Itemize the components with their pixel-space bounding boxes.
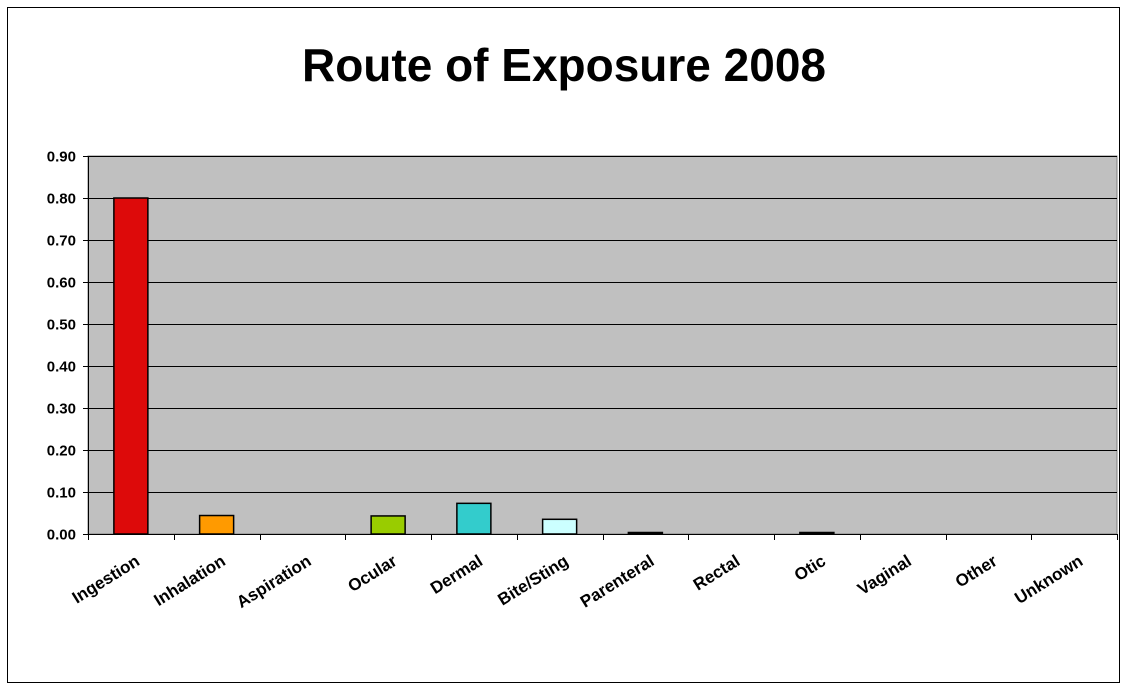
- bar-parenteral: [627, 531, 664, 535]
- bar-inhalation: [198, 514, 235, 535]
- x-category-label: Bite/Sting: [494, 551, 571, 609]
- y-tick-label: 0.50: [47, 317, 76, 334]
- x-category-label: Unknown: [1011, 551, 1086, 608]
- x-category-label: Inhalation: [151, 551, 229, 610]
- x-category-label: Ingestion: [69, 551, 143, 607]
- x-category-label: Otic: [791, 551, 829, 585]
- plot-area: [87, 155, 1118, 535]
- x-category-label: Vaginal: [854, 551, 915, 599]
- bar-dermal: [456, 502, 492, 535]
- y-tick-label: 0.00: [47, 527, 76, 544]
- y-tick-label: 0.20: [47, 443, 76, 460]
- x-category-label: Dermal: [427, 551, 486, 598]
- y-tick-label: 0.10: [47, 485, 76, 502]
- bar-bite-sting: [541, 518, 578, 535]
- y-tick-label: 0.80: [47, 191, 76, 208]
- x-category-label: Ocular: [345, 551, 401, 596]
- bar-ingestion: [113, 197, 149, 535]
- chart-title: Route of Exposure 2008: [301, 39, 827, 91]
- y-tick-label: 0.90: [47, 149, 76, 166]
- bar-ocular: [370, 515, 406, 535]
- x-category-label: Other: [952, 551, 1001, 591]
- y-tick-label: 0.30: [47, 401, 76, 418]
- y-tick-label: 0.40: [47, 359, 76, 376]
- y-tick-label: 0.60: [47, 275, 76, 292]
- x-category-label: Aspiration: [233, 551, 314, 612]
- bar-otic: [799, 531, 835, 535]
- x-category-label: Parenteral: [577, 551, 658, 611]
- x-category-label: Rectal: [690, 551, 743, 594]
- y-tick-label: 0.70: [47, 233, 76, 250]
